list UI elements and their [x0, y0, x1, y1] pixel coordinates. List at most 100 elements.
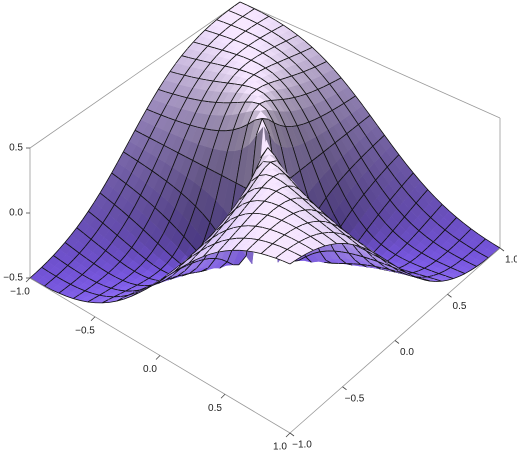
y-tick-label: 0.5 [453, 301, 467, 312]
mesh-line [282, 259, 297, 265]
mesh-line [149, 126, 157, 142]
mesh-line [286, 87, 295, 99]
mesh-line [371, 256, 386, 265]
mesh-line [306, 46, 320, 55]
mesh-line [255, 187, 269, 195]
surface [29, 1, 501, 304]
mesh-line [125, 247, 140, 256]
x-tick-label: −1.0 [10, 287, 30, 298]
mesh-line [61, 265, 76, 272]
mesh-line [299, 209, 313, 216]
mesh-line [421, 189, 436, 198]
mesh-line [427, 241, 441, 248]
mesh-line [313, 220, 327, 228]
mesh-line [215, 91, 224, 104]
mesh-line [151, 243, 166, 253]
mesh-line [235, 148, 244, 188]
mesh-line [217, 245, 226, 253]
mesh-line [177, 138, 186, 157]
mesh-line [146, 98, 155, 113]
mesh-line [236, 16, 251, 22]
mesh-line [70, 227, 85, 236]
mesh-line [348, 86, 356, 100]
mesh-line [233, 69, 247, 77]
mesh-line [111, 234, 125, 244]
mesh-line [236, 84, 250, 94]
mesh-line [403, 261, 418, 267]
mesh-line [239, 30, 253, 36]
mesh-line [47, 255, 61, 262]
x-tick-label: −0.5 [75, 325, 95, 336]
mesh-line [111, 162, 120, 179]
mesh-line [188, 256, 197, 264]
mesh-line [201, 45, 216, 53]
mesh-line [266, 243, 281, 249]
mesh-line [297, 71, 311, 81]
mesh-line [294, 52, 309, 60]
mesh-line [252, 174, 267, 185]
mesh-line [229, 203, 243, 217]
mesh-line [336, 93, 345, 108]
mesh-line [277, 24, 291, 31]
mesh-line [277, 110, 286, 127]
mesh-line [233, 255, 247, 266]
mesh-line [357, 250, 371, 260]
mesh-line [250, 88, 265, 95]
mesh-line [438, 229, 453, 237]
mesh-line [140, 183, 149, 202]
mesh-line [163, 132, 172, 150]
mesh-line [274, 79, 288, 88]
mesh-line [107, 296, 122, 301]
mesh-line [315, 136, 324, 157]
mesh-line [339, 233, 354, 242]
mesh-line [183, 267, 197, 275]
mesh-line [218, 65, 233, 74]
mesh-line [93, 192, 108, 203]
mesh-line [324, 99, 333, 114]
mesh-line [291, 34, 306, 42]
mesh-line [180, 176, 189, 200]
mesh-line [254, 118, 269, 121]
x-tick [25, 277, 31, 283]
mesh-line [464, 228, 479, 236]
mesh-line [216, 49, 230, 57]
mesh-line [163, 71, 178, 81]
mesh-line [125, 172, 134, 190]
mesh-line [424, 217, 439, 225]
mesh-line [208, 240, 223, 251]
mesh-line [204, 62, 218, 71]
mesh-line [271, 62, 285, 70]
mesh-line [339, 121, 348, 139]
mesh-line [418, 267, 432, 272]
mesh-line [157, 79, 166, 93]
mesh-line [285, 75, 300, 85]
mesh-line [410, 275, 419, 279]
mesh-line [93, 294, 107, 299]
mesh-line [242, 45, 256, 51]
mesh-line [275, 253, 283, 262]
mesh-line [421, 276, 435, 280]
mesh-line [166, 256, 180, 265]
mesh-line [356, 182, 365, 203]
mesh-line [409, 202, 424, 211]
mesh-line [233, 1, 248, 7]
mesh-line [201, 90, 209, 103]
mesh-line [265, 99, 279, 112]
mesh-line [180, 255, 194, 267]
mesh-line [272, 205, 287, 211]
mesh-line [325, 221, 339, 230]
mesh-line [341, 156, 350, 177]
mesh-line [444, 267, 458, 272]
mesh-line [372, 214, 386, 224]
mesh-line [298, 84, 307, 97]
mesh-line [76, 274, 90, 280]
mesh-line [333, 69, 342, 82]
mesh-line [231, 243, 240, 251]
mesh-line [183, 222, 192, 245]
mesh-line [255, 156, 264, 170]
mesh-line [175, 55, 189, 64]
mesh-line [386, 262, 400, 271]
mesh-line [456, 259, 470, 264]
mesh-line [99, 250, 114, 258]
